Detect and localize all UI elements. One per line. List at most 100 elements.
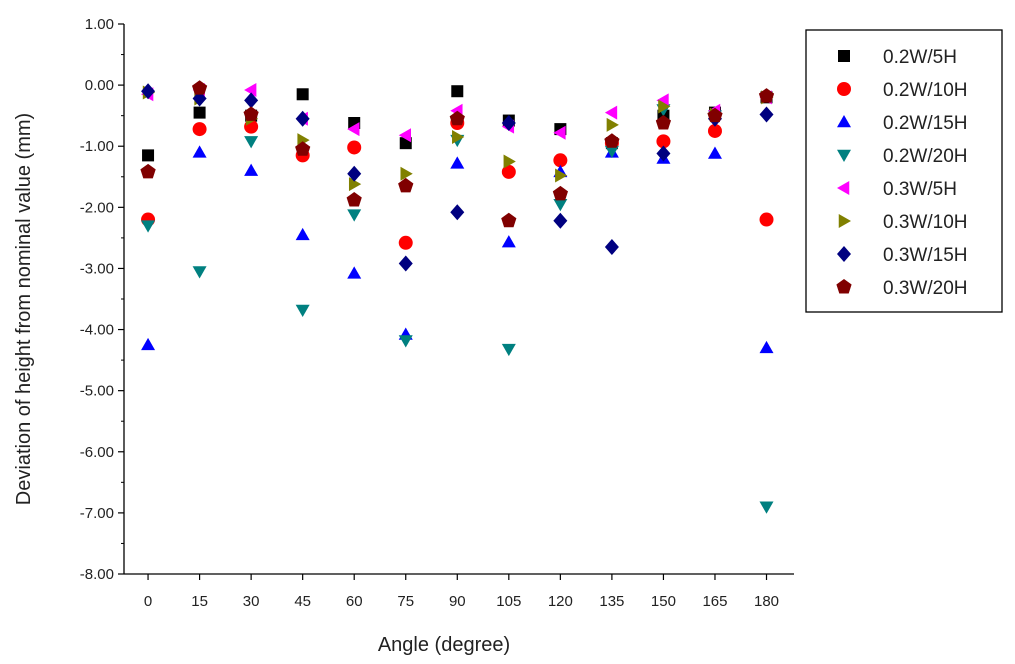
data-point [501,212,517,228]
data-point [759,501,774,514]
data-point [142,149,155,162]
data-point [192,145,207,158]
data-point [296,88,309,101]
data-point [398,128,411,143]
legend-label: 0.3W/15H [883,245,967,266]
data-point [759,212,774,227]
series-3 [141,145,774,354]
legend-marker [836,279,852,294]
data-point [244,83,257,97]
data-point [347,165,362,182]
data-point [658,99,671,114]
y-tick-label: 0.00 [85,77,114,94]
data-point [295,304,310,317]
legend-marker [838,50,850,62]
y-tick-label: -7.00 [80,505,114,522]
data-point [655,115,671,130]
data-point [604,133,620,148]
x-tick-label: 120 [548,593,573,610]
legend-marker [837,82,851,96]
data-point [759,106,774,123]
data-point [555,168,568,183]
x-tick-label: 0 [144,593,152,610]
data-point [400,166,413,181]
data-point [295,227,310,241]
x-axis-ticks: 0 15 30 45 60 75 90 105 120 135 150 165 180 [144,574,779,610]
data-point [450,204,465,221]
data-point [553,212,568,229]
data-point [503,154,516,169]
data-point [141,337,156,351]
data-point [449,110,465,126]
x-tick-label: 105 [496,593,521,610]
data-point [707,146,722,159]
y-tick-label: -5.00 [80,383,114,400]
data-point [347,122,360,137]
data-point [295,110,310,127]
data-point [656,145,671,162]
y-tick-label: -8.00 [80,566,114,583]
data-point [193,106,206,119]
data-point [347,140,362,155]
data-point [192,266,207,279]
data-point [140,163,156,179]
y-tick-label: -4.00 [80,322,114,339]
y-tick-label: -2.00 [80,199,114,216]
data-point [604,145,619,159]
data-point [398,335,413,348]
x-tick-label: 75 [397,593,414,610]
data-point [141,83,156,100]
data-point [501,343,516,357]
x-tick-label: 90 [449,593,466,610]
x-tick-label: 30 [243,593,260,610]
data-point [348,177,362,192]
data-points [140,80,775,514]
data-point [295,141,311,156]
legend-label: 0.3W/20H [883,278,967,299]
data-point [707,107,723,123]
legend-marker [837,181,850,195]
data-point [553,125,566,140]
legend-label: 0.3W/5H [883,179,957,200]
data-point [244,163,259,176]
legend-marker [838,214,851,228]
x-tick-label: 150 [651,593,676,610]
data-point [656,134,671,149]
data-point [758,88,775,103]
legend-label: 0.2W/10H [883,80,967,101]
x-tick-label: 165 [702,593,727,610]
x-tick-label: 15 [191,593,208,610]
legend-label: 0.3W/10H [883,212,967,233]
data-point [552,185,568,201]
data-point [759,340,774,354]
data-point [346,192,362,207]
y-axis-ticks: 1.00 0.00 -1.00 -2.00 -3.00 -4.00 -5.00 -6.00 -7… [80,16,124,583]
x-tick-label: 135 [599,593,624,610]
y-tick-label: -6.00 [80,444,114,461]
data-point [450,156,465,169]
series-8 [140,80,775,228]
data-point [347,266,362,279]
legend-marker [837,246,851,262]
data-point [553,199,568,212]
data-point [501,164,516,179]
data-point [244,92,259,109]
y-axis-title: Deviation of height from nominal value (… [13,113,35,505]
y-tick-label: 1.00 [85,16,114,33]
data-point [398,177,414,193]
x-axis-title: Angle (degree) [378,634,510,656]
legend-marker [837,149,851,162]
legend-box [805,29,1003,313]
legend-marker [837,115,851,128]
data-point [707,123,722,138]
data-point [192,80,208,95]
data-point [192,122,207,137]
legend-label: 0.2W/20H [883,146,967,167]
data-point [398,255,413,272]
legend: 0.2W/5H 0.2W/10H 0.2W/15H 0.2W/20H 0.3W/5H 0.… [805,29,1003,313]
data-point [244,136,259,149]
data-point [347,209,362,222]
legend-label: 0.2W/15H [883,113,967,134]
data-point [501,115,516,131]
